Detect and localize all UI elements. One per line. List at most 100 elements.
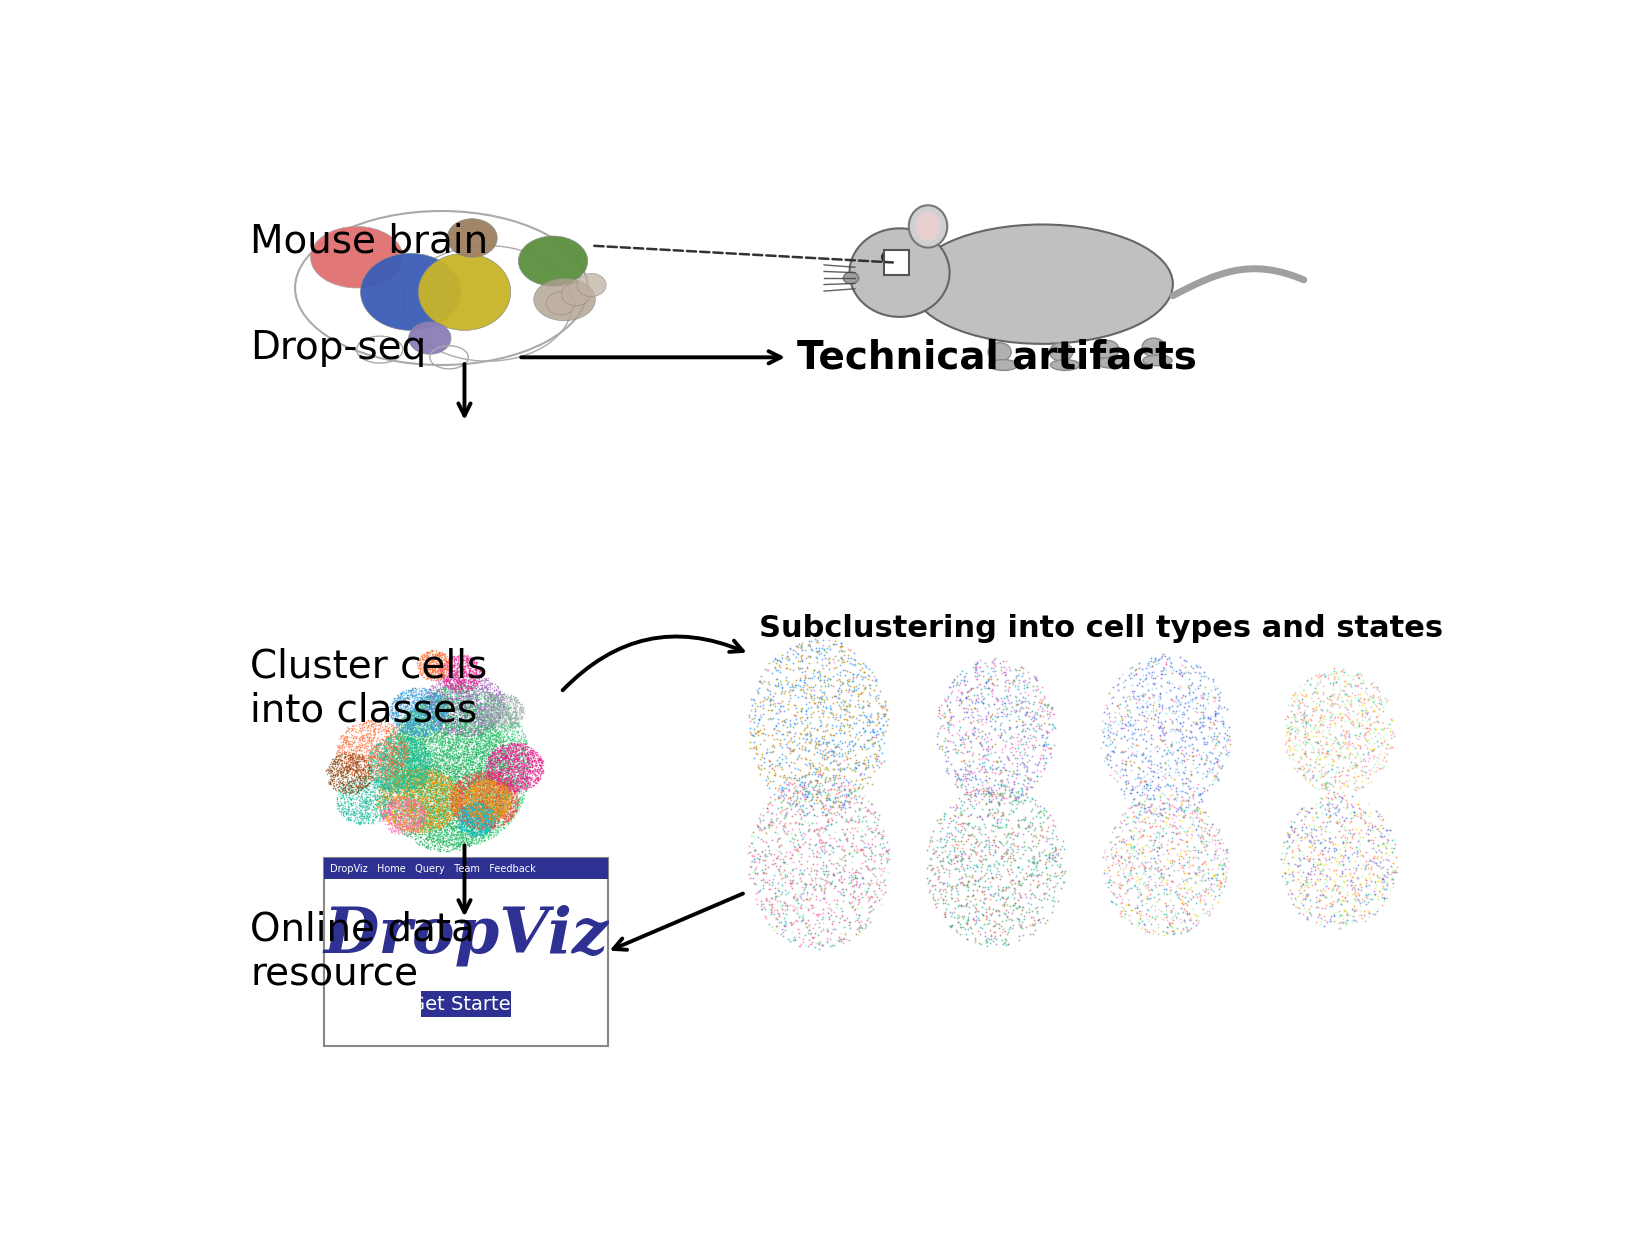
Point: [414, 682, 441, 702]
Point: [335, 761, 361, 781]
Point: [421, 649, 447, 669]
Point: [817, 849, 843, 869]
Point: [455, 781, 482, 801]
Point: [455, 835, 482, 855]
Point: [472, 761, 498, 781]
Point: [422, 686, 449, 706]
Point: [495, 784, 521, 804]
Point: [508, 775, 535, 795]
Point: [457, 746, 483, 766]
Point: [408, 786, 434, 806]
Point: [1147, 728, 1173, 749]
Point: [922, 840, 949, 860]
Point: [837, 740, 863, 760]
Point: [1310, 708, 1337, 728]
Point: [363, 766, 389, 786]
Point: [1163, 752, 1190, 772]
Point: [515, 743, 541, 764]
Point: [408, 810, 434, 830]
Point: [465, 808, 492, 828]
Point: [424, 754, 450, 774]
Point: [419, 780, 446, 800]
Point: [1305, 845, 1332, 866]
Point: [810, 796, 837, 816]
Point: [401, 706, 427, 726]
Point: [1147, 832, 1173, 852]
Point: [465, 771, 492, 791]
Point: [855, 694, 881, 715]
Point: [502, 699, 528, 720]
Point: [366, 798, 393, 818]
Point: [1330, 749, 1356, 769]
Point: [371, 800, 398, 820]
Point: [1211, 697, 1238, 717]
Point: [358, 747, 384, 767]
Point: [404, 814, 431, 834]
Point: [454, 713, 480, 733]
Point: [823, 686, 850, 706]
Point: [376, 799, 403, 819]
Point: [483, 742, 510, 762]
Point: [1035, 738, 1061, 759]
Point: [351, 800, 378, 820]
Point: [408, 728, 434, 749]
Point: [348, 765, 375, 785]
Point: [477, 788, 503, 808]
Point: [408, 777, 434, 798]
Point: [474, 777, 500, 798]
Point: [464, 799, 490, 819]
Point: [441, 803, 467, 823]
Point: [462, 769, 488, 789]
Point: [1021, 727, 1048, 747]
Point: [1279, 720, 1305, 740]
Point: [998, 692, 1025, 712]
Point: [388, 740, 414, 760]
Point: [970, 877, 997, 897]
Point: [485, 682, 512, 702]
Point: [442, 756, 469, 776]
Point: [477, 747, 503, 767]
Point: [1378, 862, 1404, 882]
Point: [464, 779, 490, 799]
Point: [955, 871, 982, 891]
Point: [437, 833, 464, 853]
Point: [500, 800, 526, 820]
Point: [449, 819, 475, 839]
Point: [355, 804, 381, 824]
Point: [447, 771, 474, 791]
Point: [746, 852, 772, 872]
Point: [987, 765, 1013, 785]
Point: [954, 886, 980, 906]
Point: [488, 749, 515, 769]
Point: [399, 759, 426, 779]
Point: [419, 818, 446, 838]
Point: [1332, 775, 1358, 795]
Point: [1307, 793, 1333, 813]
Point: [401, 815, 427, 835]
Point: [325, 760, 351, 780]
Point: [394, 771, 421, 791]
Point: [437, 720, 464, 740]
Point: [1026, 825, 1053, 845]
Point: [1209, 755, 1236, 775]
Point: [480, 827, 507, 847]
Point: [424, 699, 450, 720]
Point: [492, 746, 518, 766]
Point: [396, 727, 422, 747]
Point: [1140, 813, 1167, 833]
Point: [1320, 785, 1346, 805]
Point: [426, 671, 452, 691]
Point: [455, 697, 482, 717]
Point: [467, 824, 493, 844]
Point: [848, 825, 874, 845]
Point: [804, 860, 830, 881]
Point: [398, 754, 424, 774]
Point: [446, 733, 472, 754]
Point: [495, 728, 521, 749]
Point: [396, 749, 422, 769]
Point: [436, 669, 462, 689]
Point: [490, 814, 516, 834]
Point: [1033, 800, 1059, 820]
Point: [521, 749, 548, 769]
Point: [439, 721, 465, 741]
